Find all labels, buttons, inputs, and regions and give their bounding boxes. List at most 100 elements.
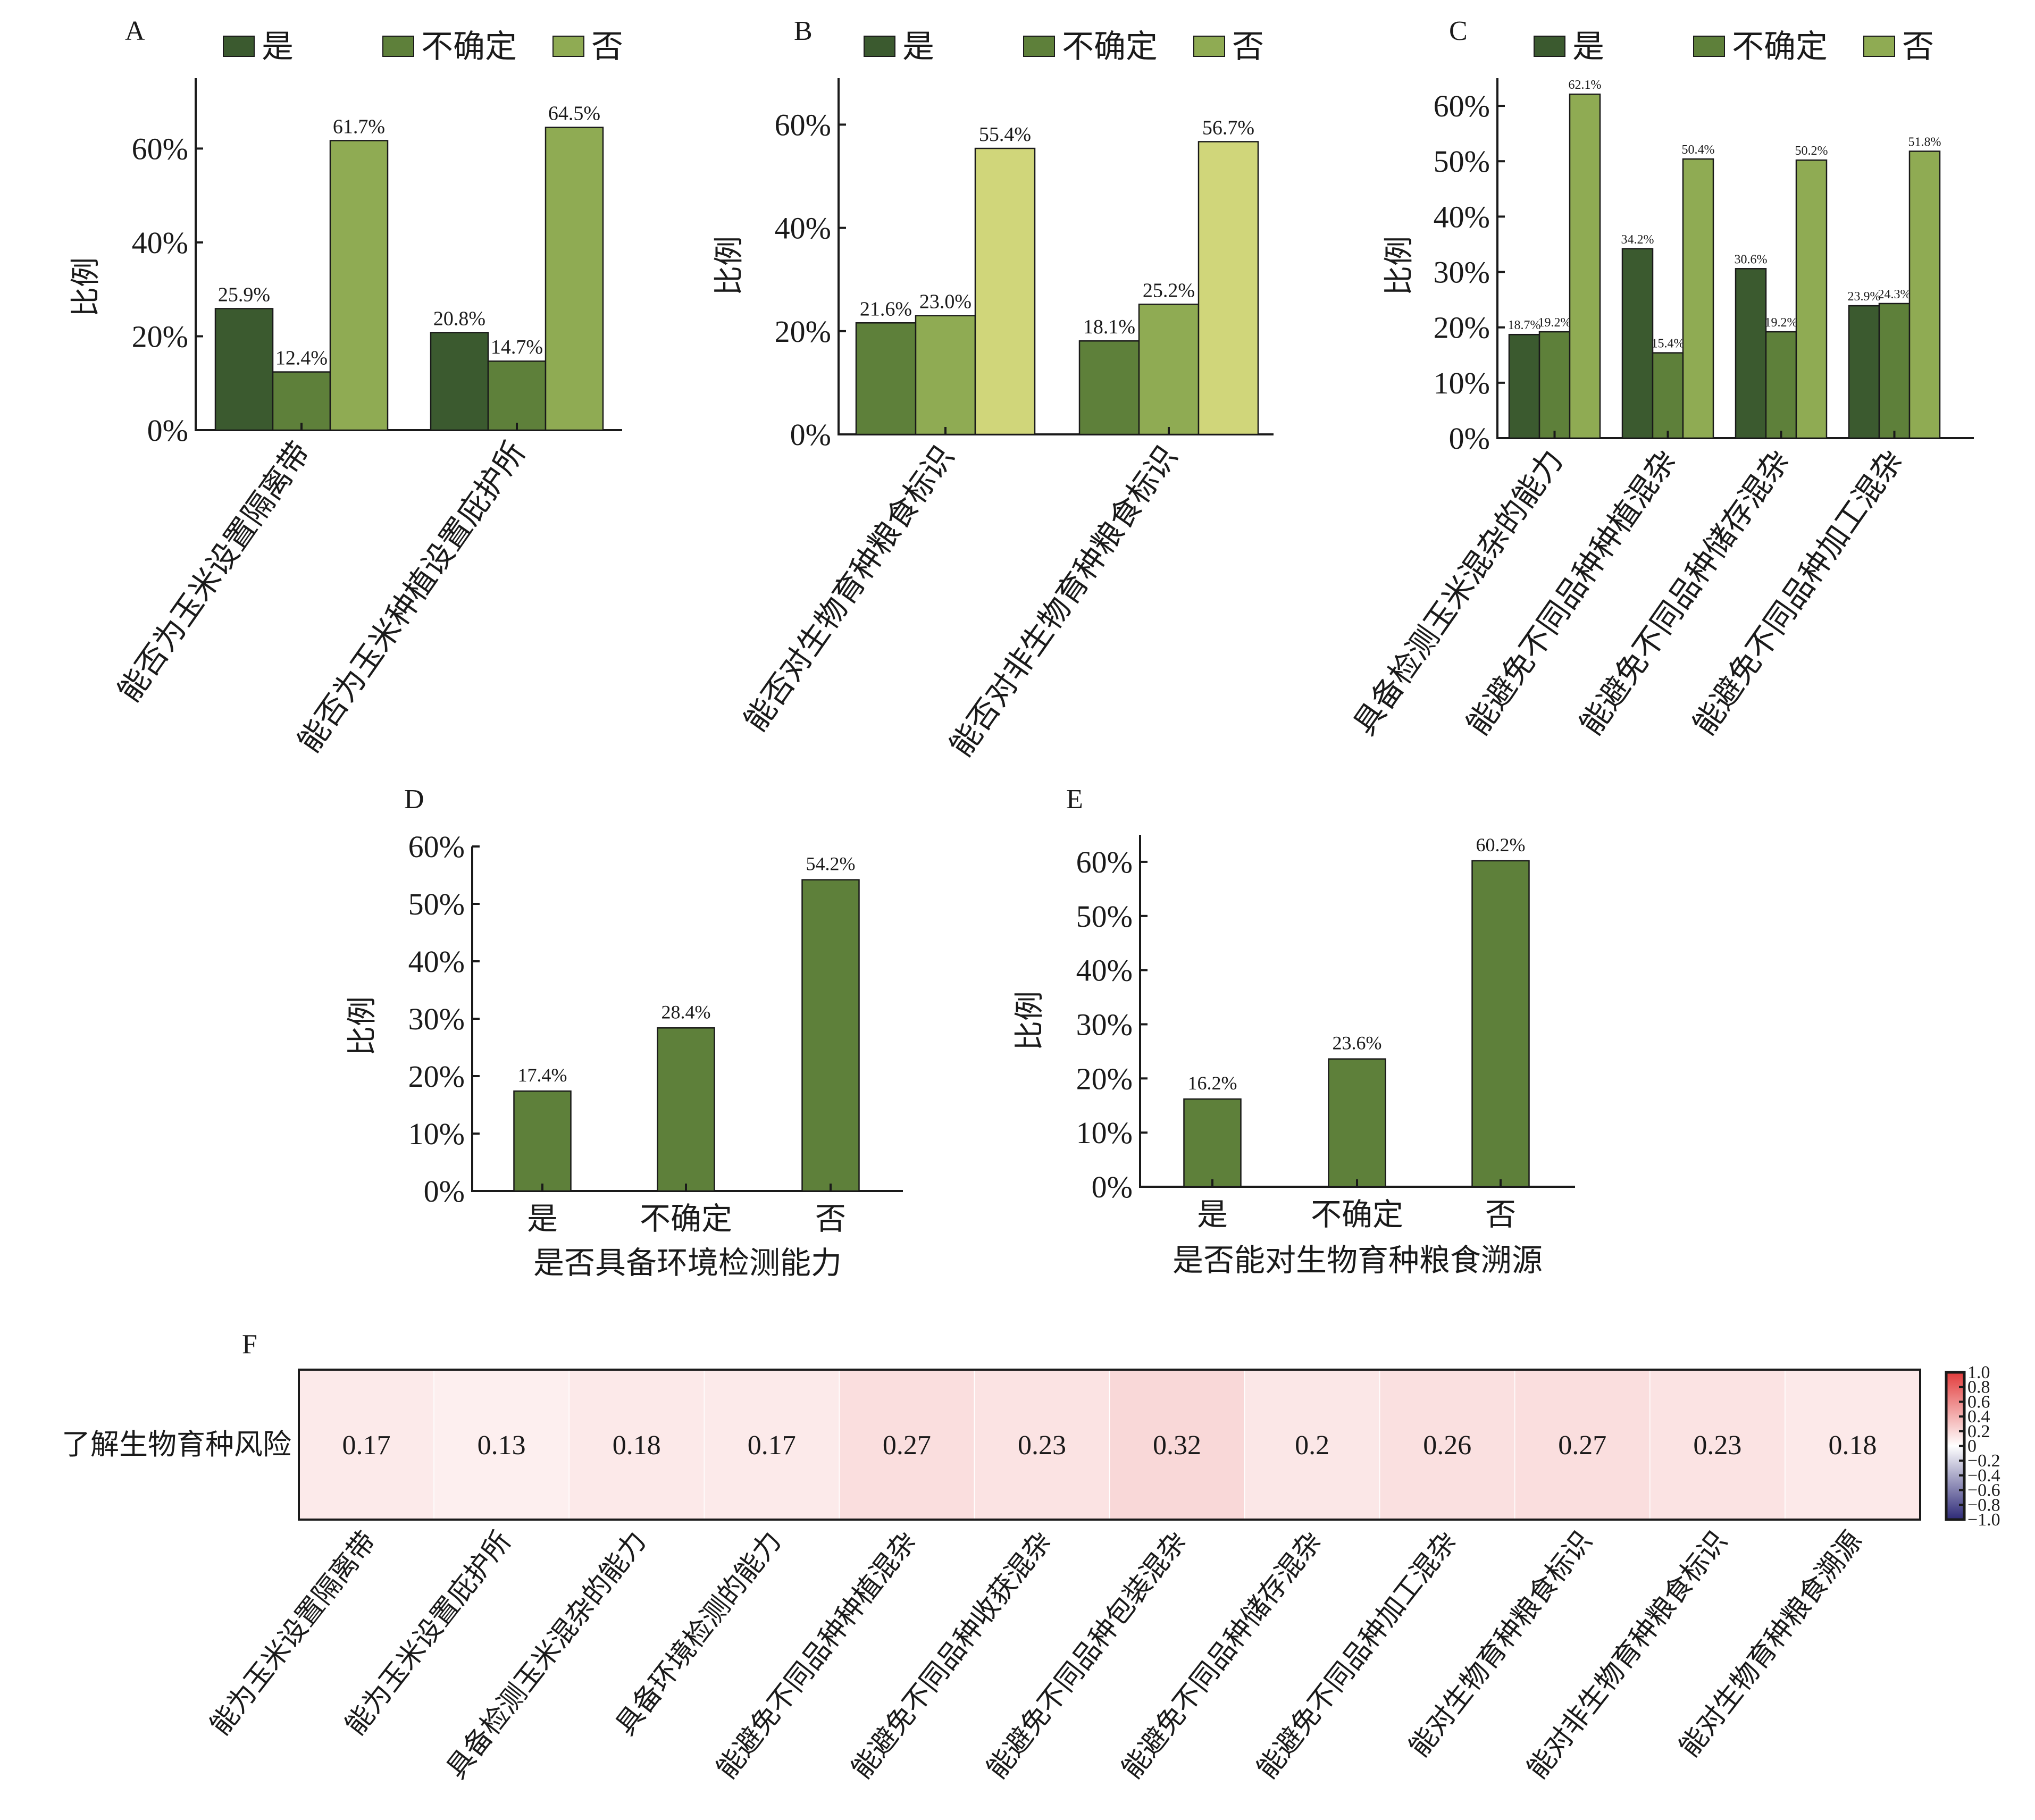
y-tick-label: 0% bbox=[1092, 1170, 1133, 1204]
bar-value-label: 60.2% bbox=[1476, 834, 1526, 856]
y-tick-label: 20% bbox=[775, 314, 831, 349]
bar-value-label: 21.6% bbox=[860, 298, 912, 320]
bar-value-label: 51.8% bbox=[1908, 135, 1941, 149]
bar-value-label: 54.2% bbox=[806, 853, 856, 875]
bar-d-2 bbox=[801, 879, 860, 1192]
bar-value-label: 12.4% bbox=[275, 347, 328, 370]
colorbar-tick-label: −0.2 bbox=[1967, 1451, 2000, 1471]
bar-value-label: 34.2% bbox=[1621, 233, 1654, 247]
legend: 是 不确定 否 bbox=[223, 29, 623, 64]
bar-value-label: 61.7% bbox=[333, 115, 385, 138]
legend-swatch bbox=[1534, 36, 1565, 57]
heatmap-cell-value: 0.32 bbox=[1153, 1430, 1201, 1461]
heatmap-row-label: 了解生物育种风险 bbox=[62, 1429, 291, 1461]
bar-d-0 bbox=[513, 1090, 572, 1192]
panel-letter: E bbox=[1066, 784, 1083, 815]
y-tick-label: 0% bbox=[1449, 421, 1490, 456]
y-tick-label: 40% bbox=[775, 211, 831, 246]
x-category-label: 具备检测玉米混杂的能力 bbox=[1347, 443, 1570, 741]
panel-letter: A bbox=[125, 16, 145, 46]
y-tick-label: 30% bbox=[408, 1002, 465, 1036]
x-category-label: 否 bbox=[815, 1202, 846, 1236]
panel-b: B 是 不确定 否 0% 20% 40% 60% 比例 21.6% 23.0% 55.4% 能否对生物育… bbox=[713, 16, 1274, 763]
bar-value-label: 14.7% bbox=[491, 336, 543, 358]
x-axis-title: 是否能对生物育种粮食溯源 bbox=[1173, 1243, 1543, 1278]
heatmap-cell-value: 0.2 bbox=[1295, 1430, 1329, 1461]
y-axis-label: 比例 bbox=[346, 996, 379, 1056]
y-tick-label: 20% bbox=[132, 319, 188, 354]
panel-f-heatmap: F0.17能为玉米设置隔离带0.13能为玉米设置庇护所0.18具备检测玉米混杂的… bbox=[62, 1329, 2000, 1784]
y-tick-label: 50% bbox=[1434, 144, 1490, 179]
legend-label: 否 bbox=[1232, 29, 1264, 64]
bar-value-label: 62.1% bbox=[1569, 78, 1602, 92]
bar-e-1 bbox=[1328, 1058, 1386, 1188]
panel-letter: F bbox=[242, 1329, 257, 1360]
y-tick-label: 20% bbox=[1076, 1061, 1133, 1096]
bar-b-0-2 bbox=[974, 147, 1036, 435]
heatmap-cell-9 bbox=[1514, 1369, 1651, 1520]
bar-a-1-0 bbox=[430, 332, 489, 431]
bar-value-label: 23.9% bbox=[1848, 290, 1881, 304]
bar-value-label: 28.4% bbox=[661, 1001, 711, 1022]
y-tick-label: 0% bbox=[790, 417, 831, 452]
legend-label: 否 bbox=[1902, 29, 1934, 64]
panel-c: C 是不确定 否0%10%20%30%40%50%60%比例18.7%19.2%62… bbox=[1347, 16, 1974, 741]
legend-swatch bbox=[1863, 36, 1895, 57]
x-category-label: 否 bbox=[1485, 1197, 1516, 1232]
x-category-label: 能避免不同品种种植混杂 bbox=[1460, 443, 1683, 741]
x-category-label: 能否为玉米设置隔离带 bbox=[112, 435, 317, 708]
bar-value-label: 56.7% bbox=[1202, 116, 1254, 139]
legend-swatch bbox=[382, 36, 414, 57]
y-tick-label: 10% bbox=[1076, 1116, 1133, 1150]
x-category-label: 能避免不同品种储存混杂 bbox=[1573, 443, 1796, 741]
bar-value-label: 20.8% bbox=[433, 307, 485, 330]
y-tick-label: 0% bbox=[424, 1174, 465, 1209]
heatmap-cell-value: 0.23 bbox=[1018, 1430, 1066, 1461]
legend-swatch bbox=[552, 36, 584, 57]
bar-b-1-2 bbox=[1197, 141, 1259, 435]
bar-value-label: 17.4% bbox=[518, 1064, 567, 1086]
y-tick-label: 60% bbox=[132, 131, 188, 166]
heatmap-cell-10 bbox=[1649, 1369, 1786, 1520]
bar-value-label: 23.6% bbox=[1333, 1033, 1382, 1054]
y-tick-label: 40% bbox=[132, 225, 188, 260]
bar-value-label: 19.2% bbox=[1765, 316, 1798, 330]
bar-b-1-0 bbox=[1078, 340, 1140, 435]
bar-b-0-0 bbox=[855, 322, 917, 435]
y-axis-label: 比例 bbox=[713, 236, 746, 296]
panel-letter: D bbox=[404, 784, 424, 815]
colorbar-tick-label: 0.4 bbox=[1967, 1407, 1990, 1427]
bar-value-label: 18.1% bbox=[1083, 316, 1135, 338]
bar-c-1-2 bbox=[1682, 158, 1714, 439]
x-category-label: 能否对生物育种粮食标识 bbox=[738, 440, 960, 737]
x-category-label: 是 bbox=[527, 1202, 558, 1236]
bar-c-2-1 bbox=[1765, 331, 1797, 439]
bar-b-0-1 bbox=[915, 315, 976, 435]
legend-label: 不确定 bbox=[1062, 29, 1158, 64]
legend-swatch bbox=[1193, 36, 1225, 57]
heatmap-border bbox=[298, 1369, 1921, 1521]
legend-label: 是 bbox=[1572, 29, 1604, 64]
y-tick-label: 0% bbox=[147, 413, 188, 448]
bar-value-label: 24.3% bbox=[1878, 288, 1911, 301]
y-tick-label: 10% bbox=[1434, 366, 1490, 400]
heatmap-cell-value: 0.27 bbox=[883, 1430, 931, 1461]
bar-a-1-2 bbox=[545, 127, 604, 431]
legend-label: 否 bbox=[591, 29, 623, 64]
colorbar-tick-label: 0.6 bbox=[1967, 1392, 1990, 1412]
bar-value-label: 25.9% bbox=[218, 283, 270, 306]
y-tick-label: 60% bbox=[1076, 845, 1133, 879]
x-category-label: 能避免不同品种加工混杂 bbox=[1687, 443, 1910, 741]
bar-value-label: 25.2% bbox=[1143, 279, 1195, 301]
heatmap-cell-5 bbox=[974, 1369, 1110, 1520]
heatmap-cell-value: 0.27 bbox=[1558, 1430, 1606, 1461]
y-axis-label: 比例 bbox=[1014, 991, 1046, 1051]
colorbar-tick-label: 0.2 bbox=[1967, 1422, 1990, 1441]
heatmap-cell-value: 0.17 bbox=[342, 1430, 391, 1461]
bar-c-2-2 bbox=[1795, 159, 1828, 439]
bar-c-3-2 bbox=[1908, 150, 1941, 439]
heatmap-cell-4 bbox=[839, 1369, 975, 1520]
bar-c-0-2 bbox=[1569, 93, 1601, 439]
heatmap-cell-value: 0.23 bbox=[1693, 1430, 1741, 1461]
